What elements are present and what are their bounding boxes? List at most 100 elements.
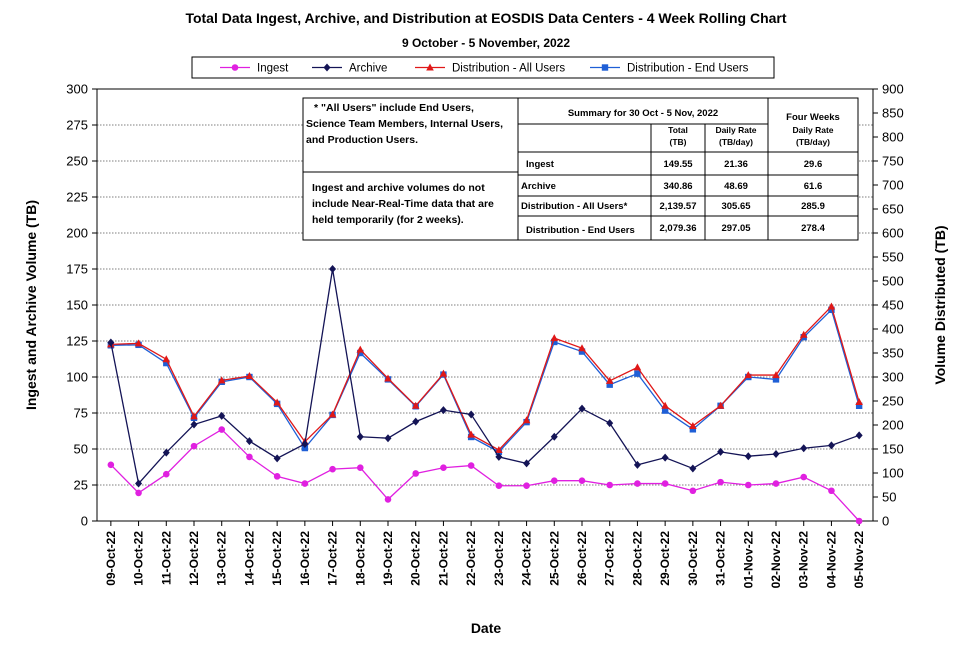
y-left-tick-label: 200 xyxy=(66,226,88,241)
summary-row-total: 149.55 xyxy=(663,159,693,170)
series-lines xyxy=(107,265,863,525)
legend: Ingest Archive Distribution - All Users Dis… xyxy=(191,56,775,79)
data-point xyxy=(772,480,780,487)
data-point xyxy=(467,410,475,419)
x-tick-label: 05-Nov-22 xyxy=(852,531,866,589)
data-point xyxy=(523,459,531,468)
data-point xyxy=(827,441,835,450)
y-right-tick-label: 100 xyxy=(882,466,904,481)
data-point xyxy=(578,348,586,355)
data-point xyxy=(301,444,309,452)
data-point xyxy=(523,482,530,490)
y-left-tick-label: 225 xyxy=(66,190,88,205)
legend-item: Archive xyxy=(312,63,387,75)
data-point xyxy=(633,460,641,469)
summary-col-daily-2: (TB/day) xyxy=(719,137,753,147)
data-point xyxy=(246,453,253,461)
x-tick-label: 23-Oct-22 xyxy=(492,531,506,586)
right-axis-ticks: 0 50 100 150 200 250 300 350 400 450 500 550 600 650 7… xyxy=(873,82,904,529)
summary-row-total: 340.86 xyxy=(663,181,692,192)
x-tick-label: 28-Oct-22 xyxy=(630,531,644,586)
data-point xyxy=(162,470,170,478)
summary-row-total: 2,139.57 xyxy=(660,201,697,212)
summary-row-daily: 297.05 xyxy=(721,223,751,234)
data-point xyxy=(827,302,836,310)
y-axis-right-label: Volume Distributed (TB) xyxy=(932,225,948,384)
data-point xyxy=(329,465,336,473)
x-tick-label: 17-Oct-22 xyxy=(326,531,340,586)
x-tick-label: 09-Oct-22 xyxy=(104,531,118,586)
x-tick-label: 01-Nov-22 xyxy=(741,531,755,589)
data-point xyxy=(135,489,142,497)
legend-marker xyxy=(231,64,239,71)
x-tick-label: 30-Oct-22 xyxy=(686,531,700,586)
data-point xyxy=(550,334,559,342)
x-tick-label: 26-Oct-22 xyxy=(575,531,589,586)
y-left-tick-label: 275 xyxy=(66,118,88,133)
data-point xyxy=(328,410,337,418)
y-right-tick-label: 900 xyxy=(882,82,904,97)
y-right-tick-label: 50 xyxy=(882,490,896,505)
summary-col-daily4-2: (TB/day) xyxy=(796,137,830,147)
all-users-note-line-2: Science Team Members, Internal Users, xyxy=(306,118,503,130)
legend-marker xyxy=(426,63,434,71)
x-tick-label: 18-Oct-22 xyxy=(353,531,367,586)
data-point xyxy=(689,421,697,429)
y-left-tick-label: 75 xyxy=(74,406,88,421)
data-point xyxy=(273,454,281,463)
data-point xyxy=(606,481,614,489)
data-point xyxy=(661,401,669,409)
series-line xyxy=(110,305,860,451)
data-point xyxy=(412,417,420,426)
x-tick-label: 19-Oct-22 xyxy=(381,531,395,586)
data-point xyxy=(744,481,752,489)
series-ingest xyxy=(107,426,863,525)
data-point xyxy=(633,363,642,371)
summary-row-label: Distribution - End Users xyxy=(526,225,635,236)
y-right-tick-label: 450 xyxy=(882,298,904,313)
volume-note-line-2: include Near-Real-Time data that are xyxy=(312,198,494,210)
data-point xyxy=(855,402,863,409)
data-point xyxy=(107,461,115,469)
x-tick-label: 12-Oct-22 xyxy=(187,531,201,586)
chart-subtitle: 9 October - 5 November, 2022 xyxy=(402,36,570,50)
summary-row-four-weeks: 285.9 xyxy=(801,201,825,212)
data-point xyxy=(744,371,753,379)
data-point xyxy=(689,426,697,433)
y-right-tick-label: 200 xyxy=(882,418,904,433)
data-point xyxy=(357,349,364,357)
data-point xyxy=(107,338,115,347)
data-point xyxy=(384,496,392,503)
data-point xyxy=(661,480,669,487)
summary-row-daily: 21.36 xyxy=(724,159,748,170)
data-point xyxy=(218,426,226,433)
legend-label: Distribution - End Users xyxy=(627,63,749,75)
data-point xyxy=(578,344,586,352)
legend-label: Archive xyxy=(349,63,387,75)
legend-label: Ingest xyxy=(257,63,289,75)
volume-note-line-3: held temporarily (for 2 weeks). xyxy=(312,214,464,226)
data-point xyxy=(245,372,254,380)
data-point xyxy=(467,462,475,469)
summary-col-daily4-1: Daily Rate xyxy=(792,125,833,135)
data-point xyxy=(439,406,447,415)
data-point xyxy=(384,434,392,443)
data-point xyxy=(356,345,365,353)
y-right-tick-label: 600 xyxy=(882,226,904,241)
y-left-tick-label: 100 xyxy=(66,370,88,385)
x-tick-label: 11-Oct-22 xyxy=(159,531,173,585)
data-point xyxy=(661,453,669,462)
y-left-tick-label: 50 xyxy=(74,442,88,457)
data-point xyxy=(634,480,641,487)
y-left-tick-label: 25 xyxy=(74,478,88,493)
x-tick-label: 02-Nov-22 xyxy=(769,531,783,589)
data-point xyxy=(551,338,558,346)
series-distribution-all-users xyxy=(107,302,863,453)
data-point xyxy=(356,464,364,472)
x-tick-label: 20-Oct-22 xyxy=(409,531,423,586)
y-right-tick-label: 850 xyxy=(882,106,904,121)
data-point xyxy=(217,376,226,384)
y-right-tick-label: 650 xyxy=(882,202,904,217)
data-point xyxy=(605,376,614,384)
x-tick-label: 27-Oct-22 xyxy=(603,531,617,586)
